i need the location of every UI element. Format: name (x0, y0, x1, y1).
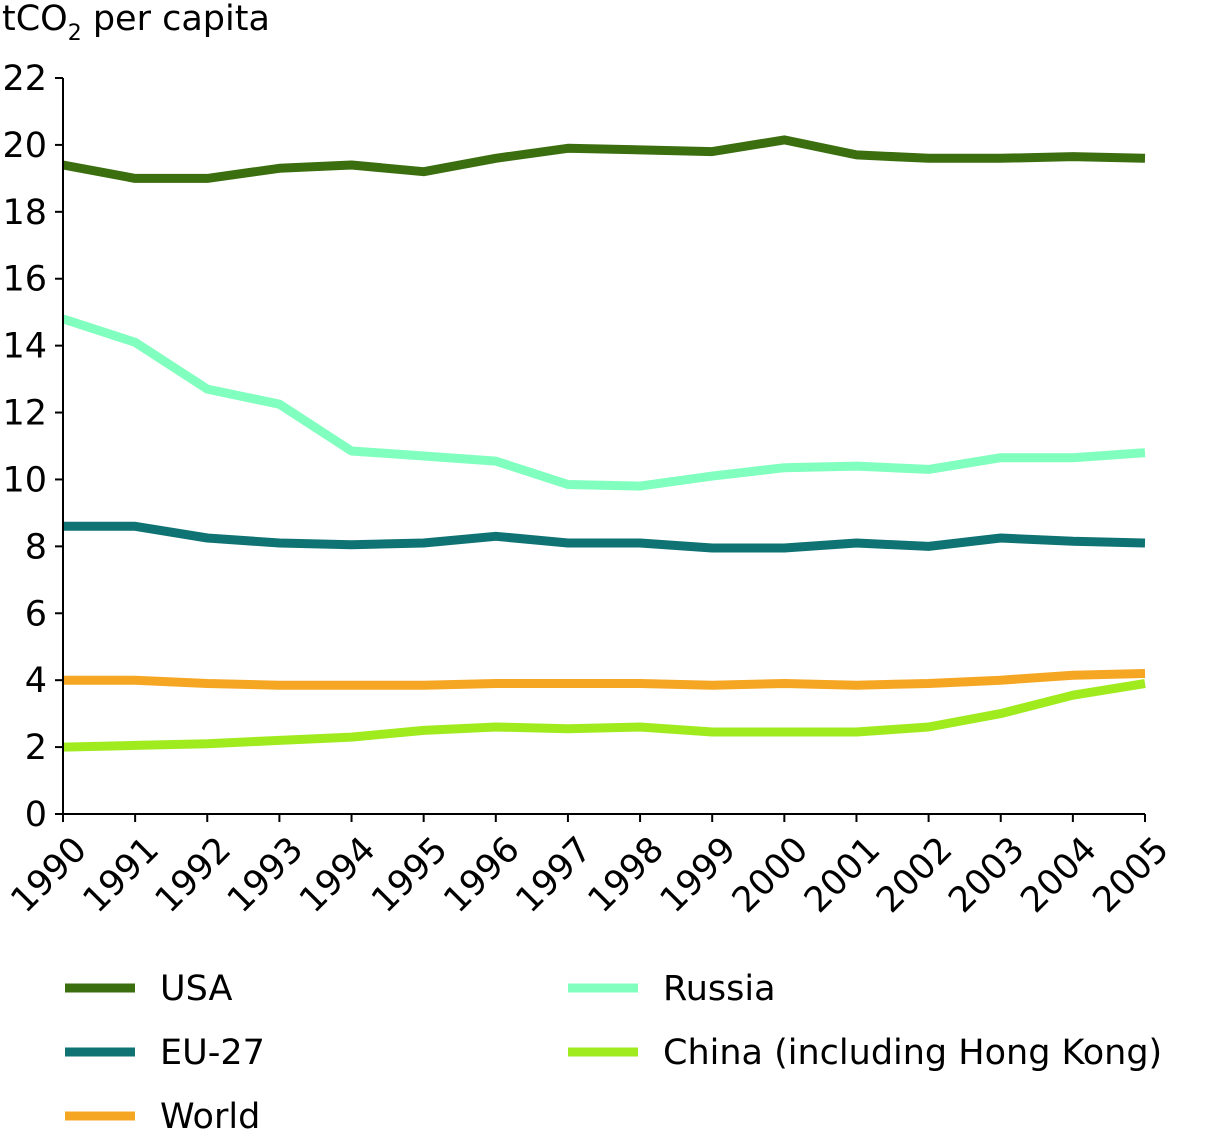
x-tick-label: 2001 (797, 830, 888, 921)
y-tick-label: 4 (25, 661, 47, 701)
y-axis-ticks: 0 2 4 6 8 10 12 14 16 18 20 22 (2, 59, 63, 835)
x-tick-label: 2002 (869, 830, 960, 921)
x-tick-label: 1993 (220, 830, 311, 921)
x-tick-label: 2003 (941, 830, 1032, 921)
x-tick-label: 2004 (1013, 830, 1104, 921)
legend-item: USA (65, 969, 232, 1009)
legend-item: World (65, 1097, 260, 1131)
x-tick-label: 1999 (653, 830, 744, 921)
x-tick-label: 1990 (4, 830, 95, 921)
x-tick-label: 1997 (509, 830, 600, 921)
x-tick-label: 2000 (725, 830, 816, 921)
y-tick-label: 16 (2, 260, 47, 300)
y-tick-label: 8 (25, 527, 47, 567)
y-tick-label: 18 (2, 193, 47, 233)
y-tick-label: 6 (25, 594, 47, 634)
series-line-russia (61, 314, 1146, 491)
legend-label: China (including Hong Kong) (663, 1033, 1162, 1073)
series-line-world (63, 669, 1146, 690)
x-tick-label: 1998 (581, 830, 672, 921)
legend-label: EU-27 (160, 1033, 265, 1073)
legend-label: USA (160, 969, 232, 1009)
legend-label: Russia (663, 969, 776, 1009)
x-axis-ticks: 1990199119921993199419951996199719981999… (4, 814, 1177, 921)
legend-item: Russia (568, 969, 776, 1009)
series-line-eu-27 (63, 521, 1146, 553)
y-axis-label-subscript: 2 (68, 21, 82, 46)
legend: USA Russia EU-27 China (including Hong Kong… (65, 969, 1162, 1131)
y-tick-label: 12 (2, 394, 47, 434)
y-tick-label: 20 (2, 126, 47, 166)
y-tick-label: 14 (2, 327, 47, 367)
y-axis-label-suffix: per capita (82, 0, 270, 39)
y-axis-label: tCO2 per capita (2, 0, 270, 46)
y-axis-label-main: tCO (2, 0, 68, 39)
x-tick-label: 1991 (76, 830, 167, 921)
series-lines (61, 135, 1146, 752)
legend-item: China (including Hong Kong) (568, 1033, 1162, 1073)
y-tick-label: 22 (2, 59, 47, 99)
y-tick-label: 2 (25, 728, 47, 768)
x-tick-label: 1995 (364, 830, 455, 921)
series-line-china-including-hong-kong (62, 679, 1146, 752)
x-tick-label: 2005 (1086, 830, 1177, 921)
x-tick-label: 1992 (148, 830, 239, 921)
legend-label: World (160, 1097, 260, 1131)
x-tick-label: 1996 (436, 830, 527, 921)
y-tick-label: 10 (2, 460, 47, 500)
axes (62, 78, 1145, 815)
x-tick-label: 1994 (292, 830, 383, 921)
legend-item: EU-27 (65, 1033, 265, 1073)
y-tick-label: 0 (25, 795, 47, 835)
series-line-usa (62, 135, 1146, 183)
